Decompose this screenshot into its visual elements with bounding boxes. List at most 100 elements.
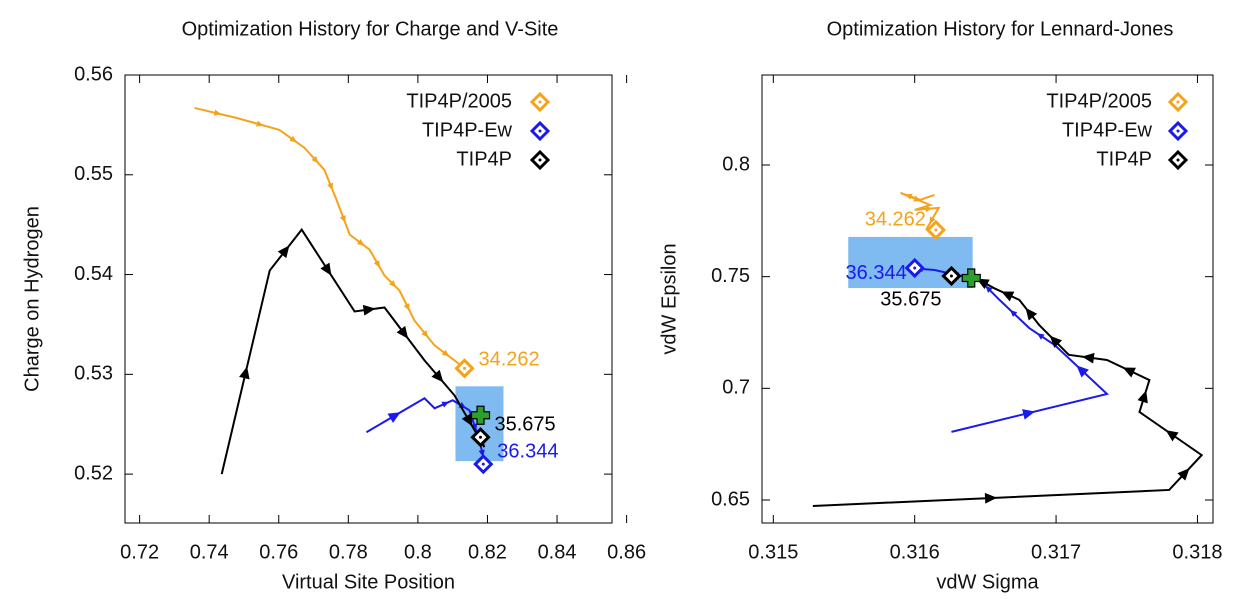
arrow-head	[441, 401, 450, 408]
diamond-dot	[949, 274, 953, 278]
arrow-head	[1076, 365, 1089, 378]
arrow-head	[311, 155, 319, 164]
arrow-head	[904, 193, 913, 200]
plot-frame	[124, 74, 613, 524]
end-marker	[454, 358, 475, 379]
arrow-head	[1010, 309, 1018, 317]
y-axis-label: Charge on Hydrogen	[21, 206, 43, 392]
legend-label: TIP4P-Ew	[1062, 119, 1153, 141]
diamond-dot	[479, 435, 483, 439]
arrow-head	[1137, 390, 1148, 404]
x-tick-label: 0.84	[538, 541, 577, 563]
y-axis-label: vdW Epsilon	[658, 243, 680, 354]
arrow-head	[396, 325, 409, 339]
arrow-head	[320, 262, 332, 276]
arrow-head	[389, 280, 397, 288]
legend-marker	[1167, 91, 1189, 113]
score-label: 34.262	[479, 349, 540, 371]
legend-label: TIP4P-Ew	[422, 119, 513, 141]
x-tick-label: 0.72	[120, 541, 159, 563]
arrow-head	[1122, 367, 1136, 378]
legend-label: TIP4P/2005	[1046, 90, 1152, 112]
diamond-dot	[538, 100, 542, 104]
y-tick-label: 0.54	[74, 263, 113, 285]
arrow-head	[1001, 291, 1015, 302]
diamond-dot	[463, 366, 467, 370]
y-tick-label: 0.75	[711, 265, 750, 287]
diamond-dot	[538, 158, 542, 162]
arrow-head	[913, 195, 921, 202]
arrow-head	[461, 413, 473, 427]
end-marker	[941, 265, 962, 287]
arrow-head	[213, 109, 222, 116]
arrow-head	[929, 216, 936, 225]
score-label: 36.344	[497, 440, 558, 462]
target-cross	[470, 405, 491, 425]
x-tick-label: 0.318	[1172, 541, 1222, 563]
arrow-head	[421, 330, 429, 338]
x-tick-label: 0.316	[890, 541, 940, 563]
end-marker	[470, 427, 491, 448]
y-tick-label: 0.65	[711, 488, 750, 510]
end-marker	[925, 219, 947, 241]
diamond-dot	[1176, 100, 1180, 104]
arrow-head	[277, 245, 290, 259]
arrow-head	[1165, 430, 1179, 442]
arrow-head	[925, 205, 933, 213]
arrow-head	[362, 304, 376, 316]
arrow-head	[327, 182, 333, 191]
score-label: 35.675	[880, 288, 941, 310]
chart-title: Optimization History for Charge and V-Si…	[182, 18, 559, 40]
arrow-head	[1177, 468, 1190, 481]
optimization-path	[812, 274, 1204, 508]
score-label: 34.262	[865, 208, 926, 230]
arrow-head	[984, 492, 998, 504]
legend-marker	[529, 91, 551, 113]
legend-marker	[1167, 149, 1189, 171]
arrow-head	[1036, 333, 1045, 340]
legend-marker	[529, 120, 551, 142]
x-axis-label: Virtual Site Position	[282, 571, 455, 593]
optimization-path	[220, 227, 486, 475]
diamond-dot	[538, 129, 542, 133]
x-tick-label: 0.74	[190, 541, 229, 563]
y-tick-label: 0.56	[74, 63, 113, 85]
legend-label: TIP4P	[456, 148, 512, 170]
arrow-head	[1081, 352, 1095, 364]
x-axis-label: vdW Sigma	[936, 571, 1039, 593]
x-tick-label: 0.315	[748, 541, 798, 563]
arrow-head	[373, 260, 381, 268]
y-tick-label: 0.7	[722, 377, 750, 399]
y-tick-label: 0.52	[74, 462, 113, 484]
arrow-head	[431, 369, 444, 383]
legend-label: TIP4P	[1096, 148, 1152, 170]
x-tick-label: 0.317	[1031, 541, 1081, 563]
end-marker	[904, 257, 925, 279]
arrow-head	[403, 303, 410, 311]
optimization-path	[900, 191, 941, 231]
diamond-dot	[934, 228, 938, 232]
score-label: 36.344	[846, 262, 907, 284]
x-tick-label: 0.76	[259, 541, 298, 563]
plot-frame	[761, 74, 1214, 524]
x-tick-label: 0.8	[404, 541, 432, 563]
arrow-head	[1022, 409, 1036, 420]
x-tick-label: 0.82	[468, 541, 507, 563]
chart-title: Optimization History for Lennard-Jones	[827, 18, 1174, 40]
diamond-dot	[1176, 129, 1180, 133]
score-label: 35.675	[495, 413, 556, 435]
optimization-path	[194, 106, 466, 370]
arrow-head	[985, 285, 993, 293]
arrow-head	[256, 120, 264, 127]
legend-label: TIP4P/2005	[406, 90, 512, 112]
diamond-dot	[1176, 158, 1180, 162]
diamond-dot	[913, 266, 917, 270]
x-tick-label: 0.86	[607, 541, 646, 563]
x-tick-label: 0.78	[329, 541, 368, 563]
y-tick-label: 0.8	[722, 153, 750, 175]
y-tick-label: 0.53	[74, 363, 113, 385]
y-tick-label: 0.55	[74, 163, 113, 185]
arrow-head	[239, 366, 250, 380]
